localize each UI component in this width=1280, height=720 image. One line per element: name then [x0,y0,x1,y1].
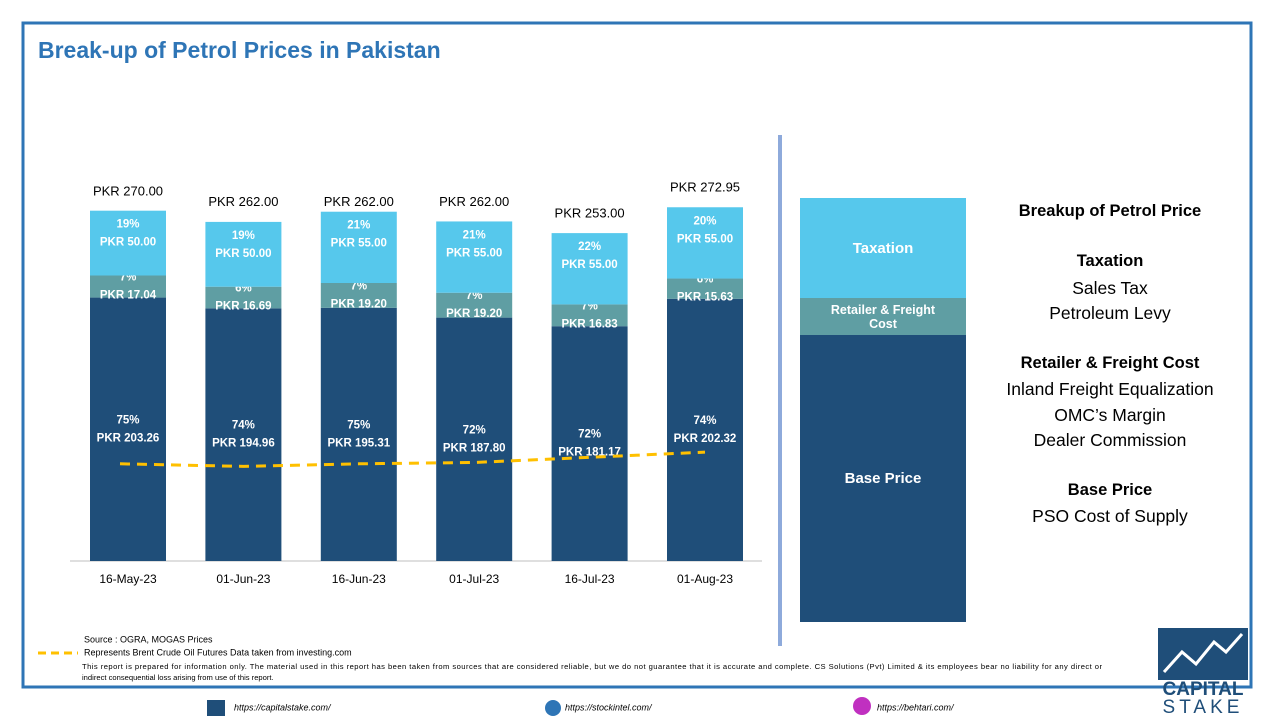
link: https://capitalstake.com/ [234,702,332,712]
bar-segment [551,304,628,327]
value-label: PKR 17.04 [100,290,157,302]
bar-segment [90,210,166,276]
x-tick-label: 01-Aug-23 [677,572,733,586]
share-label: 7% [466,290,483,302]
share-label: 19% [232,230,255,242]
share-label: 72% [463,424,486,436]
bar-segment [320,282,397,308]
brent-line [119,450,706,468]
share-label: 21% [347,220,370,232]
value-label: PKR 55.00 [446,247,502,259]
legend-label: Represents Brent Crude Oil Futures Data … [84,647,352,657]
total-label: PKR 262.00 [324,194,394,209]
value-label: PKR 50.00 [215,248,271,260]
section-item: Inland Freight Equalization [1006,379,1214,399]
total-label: PKR 262.00 [208,194,278,209]
share-label: 74% [693,415,716,427]
legend-block: Base Price [800,335,966,622]
x-tick-label: 01-Jul-23 [449,572,499,586]
value-label: PKR 16.83 [561,318,617,330]
share-label: 19% [116,219,139,231]
section-item: PSO Cost of Supply [1032,506,1188,526]
disclaimer: This report is prepared for information … [82,662,1102,671]
value-label: PKR 19.20 [446,308,502,320]
bar-segment [436,292,513,318]
x-tick-label: 01-Jun-23 [216,572,270,586]
value-label: PKR 55.00 [331,238,387,250]
disclaimer: indirect consequential loss arising from… [82,673,274,682]
legend-block: Taxation [800,198,966,298]
section-item: Petroleum Levy [1049,303,1171,323]
icon [207,700,225,716]
bar-segment [436,221,513,293]
share-label: 22% [578,241,601,253]
section-heading: Retailer & Freight Cost [1020,353,1200,372]
legend-block: Retailer & Freight Cost [800,298,966,335]
bar-segment [667,278,743,299]
bar-segment [205,221,282,287]
bar-segment [551,326,628,561]
bar-segment [90,297,166,561]
value-label: PKR 55.00 [677,233,733,245]
share-label: 20% [693,215,716,227]
value-label: PKR 195.31 [327,437,390,449]
value-label: PKR 194.96 [212,438,275,450]
share-label: 75% [347,419,370,431]
x-tick-label: 16-Jun-23 [332,572,386,586]
value-label: PKR 202.32 [674,433,737,445]
value-label: PKR 19.20 [331,298,387,310]
value-label: PKR 15.63 [677,292,733,304]
bar-segment [320,211,397,283]
value-label: PKR 50.00 [100,237,156,249]
icon [853,697,871,715]
x-tick-label: 16-Jul-23 [565,572,615,586]
logo-icon [1162,633,1244,674]
value-label: PKR 16.69 [215,301,271,313]
bar-segment [90,275,166,298]
source: Source : OGRA, MOGAS Prices [84,634,213,644]
bar-segment [667,298,743,561]
total-label: PKR 262.00 [439,194,509,209]
total-label: PKR 272.95 [670,180,740,195]
share-label: 74% [232,420,255,432]
share-label: 7% [350,280,367,292]
share-label: 21% [463,229,486,241]
total-label: PKR 253.00 [555,206,625,221]
icon [545,700,561,716]
section-item: OMC’s Margin [1054,404,1166,425]
frame [21,21,1253,689]
bar-segment [320,307,397,561]
bar-segment [436,317,513,561]
share-label: 75% [116,414,139,426]
bar-segment [551,233,628,305]
value-label: PKR 203.26 [97,432,160,444]
bar-segment [205,286,282,309]
title: Break-up of Petrol Prices in Pakistan [38,37,441,63]
section-heading: Base Price [1067,480,1153,499]
value-label: PKR 187.80 [443,442,506,454]
panel-title: Breakup of Petrol Price [1018,202,1202,220]
total-label: PKR 270.00 [93,184,163,199]
logo-text: CAPITAL [1163,679,1244,700]
bar-segment [667,207,743,279]
logo-text: STAKE [1163,697,1244,718]
link: https://stockintel.com/ [565,702,653,712]
link: https://behtari.com/ [877,702,955,712]
share-label: 72% [578,429,601,441]
bar-segment [205,308,282,561]
section-item: Dealer Commission [1033,430,1187,450]
section-heading: Taxation [1076,252,1144,270]
x-tick-label: 16-May-23 [99,572,157,586]
value-label: PKR 55.00 [561,259,617,271]
section-item: Sales Tax [1072,277,1148,298]
